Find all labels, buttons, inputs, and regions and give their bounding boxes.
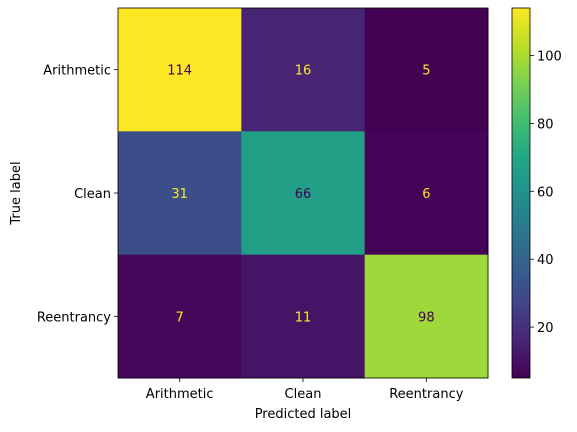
colorbar-tick-label: 80 (537, 117, 554, 132)
y-tick-label: Arithmetic (43, 64, 111, 79)
x-tick-label: Clean (285, 387, 322, 402)
heatmap-cell-values: 114 16 531 66 67 11 98 (167, 64, 434, 326)
heatmap-cell (118, 131, 242, 256)
colorbar (511, 7, 531, 379)
heatmap-cell (118, 8, 242, 132)
colorbar-ticks: 20 40 60 80 100 (530, 50, 562, 336)
cell-value-label: 31 (171, 187, 188, 202)
heatmap-cell (241, 254, 366, 379)
heatmap-cell (364, 254, 489, 379)
y-tick-label: Clean (74, 187, 111, 202)
y-axis-label: True label (9, 161, 24, 225)
x-tick-label: Reentrancy (389, 387, 463, 402)
y-axis-ticks: Arithmetic Clean Reentrancy (37, 64, 118, 325)
cell-value-label: 114 (167, 64, 192, 79)
x-tick-label: Arithmetic (146, 387, 214, 402)
heatmap-cell (241, 8, 366, 132)
x-axis-label: Predicted label (255, 407, 352, 422)
heatmap-cells (118, 8, 489, 379)
heatmap-cell (241, 131, 366, 256)
heatmap-cell (364, 131, 489, 256)
cell-value-label: 7 (176, 310, 184, 325)
colorbar-tick-label: 20 (537, 321, 554, 336)
cell-value-label: 6 (422, 187, 430, 202)
plot-frame (117, 7, 489, 379)
colorbar-tick-label: 40 (537, 253, 554, 268)
x-axis-ticks: Arithmetic Clean Reentrancy (146, 378, 464, 402)
cell-value-label: 16 (295, 64, 312, 79)
cell-value-label: 5 (422, 64, 430, 79)
cell-value-label: 66 (295, 187, 312, 202)
colorbar-tick-label: 60 (537, 185, 554, 200)
cell-value-label: 11 (295, 310, 312, 325)
y-tick-label: Reentrancy (37, 310, 111, 325)
heatmap-cell (364, 8, 489, 132)
cell-value-label: 98 (418, 310, 435, 325)
heatmap-cell (118, 254, 242, 379)
colorbar-tick-label: 100 (537, 50, 562, 65)
